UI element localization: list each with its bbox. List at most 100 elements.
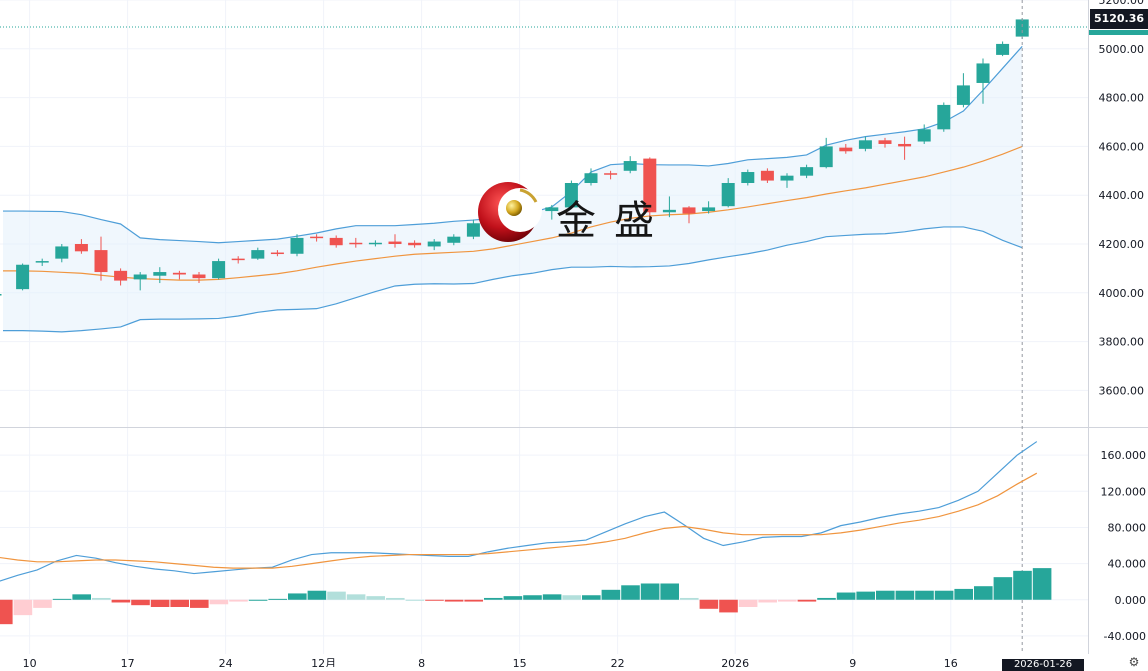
macd-histogram-bar — [288, 593, 307, 600]
candle-body — [662, 209, 676, 213]
candle-body — [898, 143, 912, 147]
bollinger-fill — [3, 46, 1023, 332]
macd-histogram-bar — [699, 599, 719, 609]
price-axis-tick: 3800.00 — [1099, 336, 1145, 349]
macd-axis-tick: 160.000 — [1101, 449, 1147, 462]
macd-histogram-bar — [680, 597, 699, 600]
macd-line — [0, 441, 1038, 582]
bollinger-middle-line — [3, 145, 1023, 281]
time-axis-tick: 8 — [418, 657, 425, 667]
macd-histogram-bar — [464, 599, 483, 602]
candle-body — [55, 246, 69, 259]
macd-histogram-bar — [934, 590, 954, 600]
macd-histogram-bar — [660, 583, 679, 600]
macd-histogram-bar — [52, 598, 72, 600]
candle-body — [643, 158, 657, 213]
time-axis-tick: 17 — [121, 657, 135, 667]
macd-histogram-bar — [895, 590, 915, 600]
macd-histogram-bar — [640, 583, 660, 600]
time-axis-tick: 15 — [513, 657, 527, 667]
macd-histogram-bar — [13, 599, 33, 616]
candle-body — [408, 242, 422, 246]
macd-histogram-bar — [190, 599, 209, 608]
macd-histogram-bar — [209, 599, 229, 605]
crosshair-date-label: 2026-01-26 — [1002, 659, 1084, 671]
price-axis-tick: 4800.00 — [1099, 92, 1145, 105]
candle-body — [133, 274, 147, 280]
macd-histogram-bar — [738, 599, 758, 607]
last-price-marker — [1089, 30, 1148, 35]
macd-axis-tick: 80.000 — [1108, 521, 1147, 534]
price-axis-tick: 4200.00 — [1099, 238, 1145, 251]
macd-histogram-bar — [229, 599, 248, 602]
bollinger-lower-line — [3, 226, 1023, 333]
macd-histogram-bar — [72, 594, 91, 600]
candle-body — [172, 272, 186, 275]
candle-body — [956, 85, 970, 105]
candle-body — [682, 207, 696, 214]
brand-logo: 金盛 — [476, 180, 676, 244]
candle-body — [917, 129, 931, 142]
candle-body — [1015, 19, 1029, 37]
macd-histogram-bar — [131, 599, 150, 606]
macd-histogram-bar — [817, 597, 836, 600]
candle-body — [270, 252, 284, 255]
candle-body — [35, 261, 49, 263]
time-axis-tick: 12月 — [311, 657, 336, 667]
candle-body — [839, 147, 853, 152]
candle-body — [368, 242, 382, 245]
candle-body — [192, 274, 206, 279]
candle-body — [16, 264, 30, 290]
macd-histogram-bar — [366, 596, 385, 600]
candle-body — [976, 63, 990, 83]
candle-body — [819, 146, 833, 168]
macd-histogram-bar — [307, 590, 327, 600]
macd-histogram-bar — [601, 589, 621, 600]
macd-histogram-bar — [797, 599, 817, 602]
macd-histogram-bar — [719, 599, 738, 613]
time-axis-tick: 16 — [944, 657, 958, 667]
candle-body — [800, 167, 814, 176]
candle-body — [427, 241, 441, 247]
macd-histogram-bar — [542, 594, 562, 600]
macd-histogram-bar — [327, 591, 346, 600]
candle-body — [545, 207, 559, 212]
macd-axis-tick: 120.000 — [1101, 485, 1147, 498]
macd-histogram-bar — [92, 597, 111, 600]
price-axis-tick: 4400.00 — [1099, 189, 1145, 202]
price-axis-tick: 3600.00 — [1099, 384, 1145, 397]
gear-icon[interactable]: ⚙ — [1128, 655, 1140, 669]
candle-body — [74, 244, 88, 252]
candle-body — [310, 236, 324, 239]
time-axis-tick: 22 — [611, 657, 625, 667]
macd-histogram-bar — [582, 595, 601, 600]
candle-body — [878, 140, 892, 144]
candle-body — [604, 173, 618, 175]
macd-histogram-bar — [856, 591, 875, 600]
candle-body — [721, 183, 735, 207]
candle-body — [0, 294, 2, 296]
macd-histogram-bar — [621, 585, 640, 600]
macd-histogram-bar — [0, 599, 13, 625]
last-price-label: 5120.36 — [1090, 9, 1148, 29]
macd-axis-tick: 0.000 — [1115, 594, 1147, 607]
candle-body — [702, 207, 716, 212]
macd-histogram-bar — [150, 599, 170, 607]
macd-histogram-bar — [954, 588, 973, 600]
candle-body — [780, 175, 794, 181]
macd-axis-tick: -40.000 — [1104, 630, 1146, 643]
macd-histogram-bar — [170, 599, 189, 607]
macd-histogram-bar — [268, 598, 287, 600]
macd-histogram-bar — [836, 592, 856, 600]
macd-histogram-bar — [425, 599, 444, 601]
candle-body — [564, 183, 578, 208]
candle-body — [996, 43, 1010, 55]
candle-body — [231, 258, 245, 261]
macd-histogram-bar — [1013, 570, 1032, 600]
candle-body — [760, 170, 774, 181]
macd-histogram-bar — [484, 597, 503, 600]
macd-histogram-bar — [444, 599, 464, 602]
candle-body — [349, 242, 363, 245]
time-axis-tick: 24 — [219, 657, 233, 667]
